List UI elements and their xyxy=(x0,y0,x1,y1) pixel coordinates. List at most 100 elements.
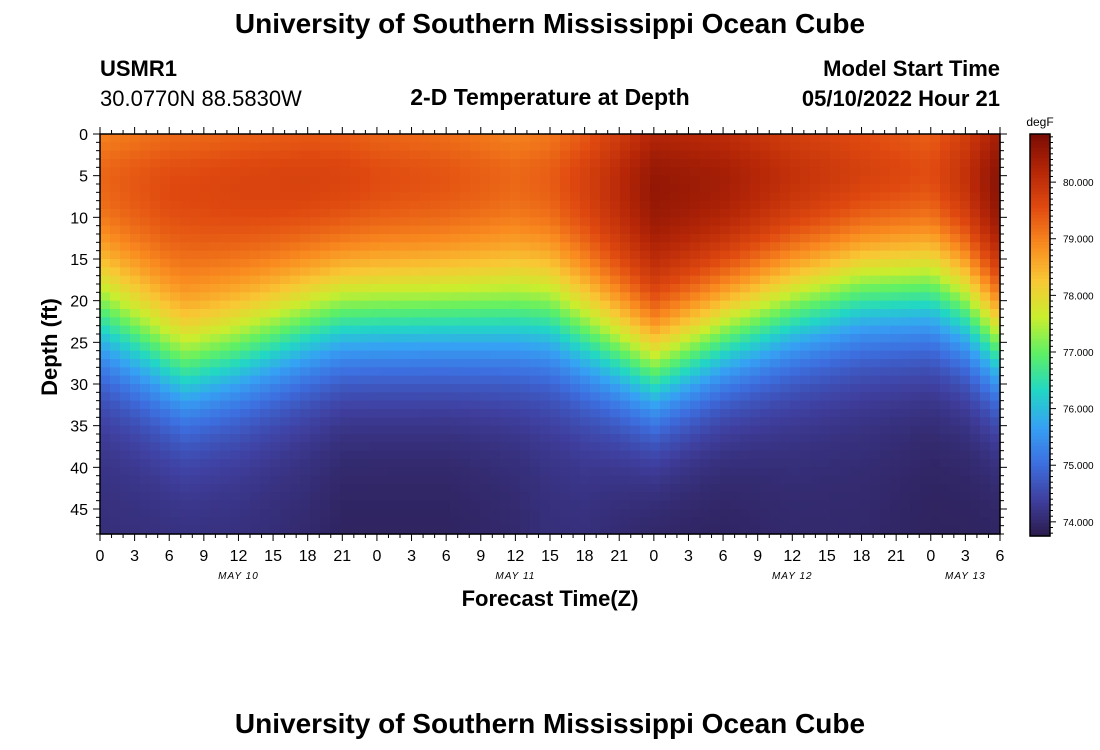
heatmap-cell xyxy=(420,484,431,493)
heatmap-cell xyxy=(460,184,471,193)
heatmap-cell xyxy=(860,450,871,460)
heatmap-cell xyxy=(670,459,681,468)
heatmap-cell xyxy=(420,209,431,218)
heatmap-cell xyxy=(910,150,921,160)
heatmap-cell xyxy=(850,509,861,518)
y-tick-label: 15 xyxy=(70,252,88,269)
heatmap-cell xyxy=(750,417,761,427)
heatmap-cell xyxy=(210,459,221,468)
heatmap-cell xyxy=(290,167,301,177)
colorbar-segment xyxy=(1030,274,1050,279)
colorbar-segment xyxy=(1030,375,1050,380)
heatmap-cell xyxy=(900,150,911,160)
heatmap-cell xyxy=(590,392,601,402)
heatmap-cell xyxy=(480,292,491,302)
heatmap-cell xyxy=(230,134,241,143)
heatmap-cell xyxy=(720,150,731,160)
colorbar-segment xyxy=(1030,345,1050,349)
heatmap-cell xyxy=(320,425,331,435)
heatmap-cell xyxy=(670,242,681,252)
heatmap-cell xyxy=(280,517,291,527)
heatmap-cell xyxy=(710,284,721,293)
heatmap-cell xyxy=(910,459,921,468)
heatmap-cell xyxy=(120,450,131,460)
heatmap-cell xyxy=(710,217,721,227)
heatmap-cell xyxy=(480,484,491,493)
heatmap-cell xyxy=(720,375,731,385)
heatmap-cell xyxy=(790,459,801,468)
heatmap-cell xyxy=(120,300,131,310)
heatmap-cell xyxy=(510,409,521,418)
heatmap-cell xyxy=(120,384,131,393)
heatmap-cell xyxy=(320,367,331,377)
heatmap-cell xyxy=(900,450,911,460)
colorbar-segment xyxy=(1030,512,1050,517)
heatmap-cell xyxy=(610,142,621,152)
heatmap-cell xyxy=(920,225,931,235)
heatmap-cell xyxy=(110,392,121,402)
heatmap-cell xyxy=(390,484,401,493)
heatmap-cell xyxy=(320,525,331,535)
heatmap-cell xyxy=(410,425,421,435)
heatmap-cell xyxy=(580,184,591,193)
heatmap-cell xyxy=(170,184,181,193)
heatmap-cell xyxy=(750,409,761,418)
heatmap-cell xyxy=(300,359,311,368)
heatmap-cell xyxy=(430,150,441,160)
heatmap-cell xyxy=(470,342,481,352)
heatmap-cell xyxy=(260,367,271,377)
heatmap-cell xyxy=(470,425,481,435)
heatmap-cell xyxy=(620,450,631,460)
heatmap-cell xyxy=(860,309,871,318)
heatmap-cell xyxy=(390,417,401,427)
heatmap-cell xyxy=(860,142,871,152)
colorbar-segment xyxy=(1030,301,1050,306)
heatmap-cell xyxy=(320,359,331,368)
heatmap-cell xyxy=(890,325,901,335)
heatmap-cell xyxy=(360,492,371,502)
heatmap-cell xyxy=(550,300,561,310)
heatmap-cell xyxy=(260,450,271,460)
heatmap-cell xyxy=(180,425,191,435)
heatmap-cell xyxy=(950,442,961,452)
heatmap-cell xyxy=(170,492,181,502)
heatmap-cell xyxy=(930,242,941,252)
heatmap-cell xyxy=(250,217,261,227)
heatmap-cell xyxy=(960,459,971,468)
heatmap-cell xyxy=(620,175,631,185)
heatmap-cell xyxy=(800,250,811,260)
heatmap-cell xyxy=(330,192,341,202)
heatmap-cell xyxy=(830,250,841,260)
heatmap-cell xyxy=(160,217,171,227)
heatmap-cell xyxy=(620,325,631,335)
heatmap-cell xyxy=(480,234,491,243)
heatmap-cell xyxy=(910,209,921,218)
heatmap-cell xyxy=(770,384,781,393)
heatmap-cell xyxy=(260,342,271,352)
heatmap-cell xyxy=(150,284,161,293)
heatmap-cell xyxy=(520,317,531,327)
heatmap-cell xyxy=(630,234,641,243)
heatmap-cell xyxy=(270,509,281,518)
heatmap-cell xyxy=(220,175,231,185)
heatmap-cell xyxy=(450,392,461,402)
heatmap-cell xyxy=(500,250,511,260)
heatmap-cell xyxy=(600,409,611,418)
heatmap-cell xyxy=(220,242,231,252)
heatmap-cell xyxy=(940,234,951,243)
heatmap-cell xyxy=(230,200,241,210)
heatmap-cell xyxy=(200,417,211,427)
heatmap-cell xyxy=(350,159,361,168)
heatmap-cell xyxy=(470,300,481,310)
heatmap-cell xyxy=(130,450,141,460)
heatmap-cell xyxy=(120,317,131,327)
heatmap-cell xyxy=(130,192,141,202)
heatmap-cell xyxy=(610,192,621,202)
heatmap-cell xyxy=(970,159,981,168)
heatmap-cell xyxy=(410,225,421,235)
heatmap-cell xyxy=(880,334,891,343)
heatmap-cell xyxy=(840,475,851,485)
heatmap-cell xyxy=(990,392,1001,402)
heatmap-cell xyxy=(830,217,841,227)
heatmap-cell xyxy=(720,367,731,377)
